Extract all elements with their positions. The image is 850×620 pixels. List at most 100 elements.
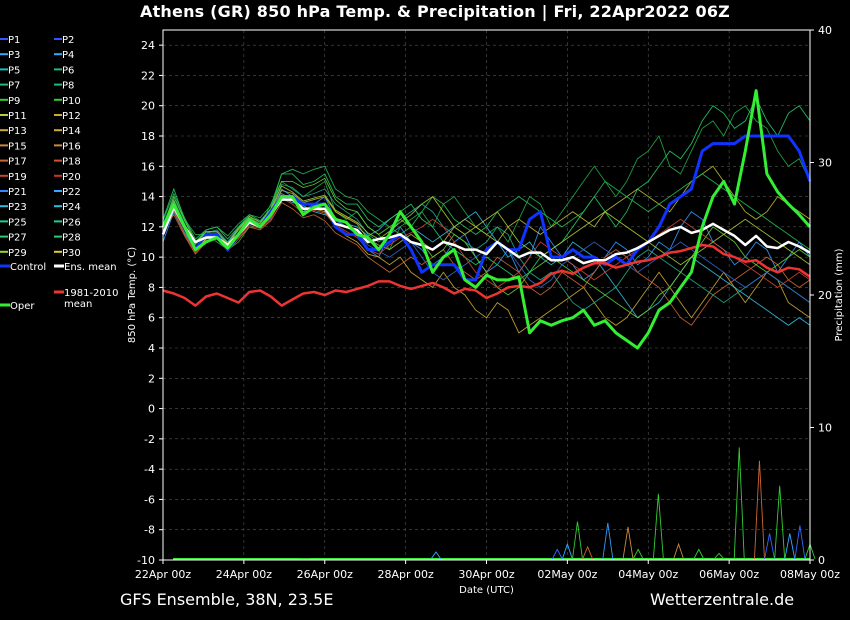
precip-spike [572,521,583,560]
series-line [162,243,811,307]
legend-label: P6 [62,65,74,76]
y2-tick-label: 40 [818,24,832,37]
legend-label: P11 [8,111,27,122]
precip-spike [632,548,644,560]
y-tick-label: 10 [141,251,155,264]
precip-spike [430,551,442,560]
legend-label: P30 [62,248,81,259]
y2-tick-label: 30 [818,157,832,170]
legend-label: P4 [62,50,74,61]
precip-spike [764,533,776,560]
ensemble-member-line [162,165,811,250]
legend-label: P9 [8,96,20,107]
legend-label: P21 [8,187,27,198]
y-tick-label: 6 [148,312,155,325]
y-tick-label: 12 [141,221,155,234]
y-tick-label: 2 [148,372,155,385]
legend-label: P18 [62,157,81,168]
legend-label: 1981-2010 mean [64,288,119,310]
legend-label: P5 [8,65,20,76]
y-tick-label: -6 [144,493,155,506]
y2-tick-label: 0 [818,554,825,567]
precip-spike [754,460,765,560]
y-tick-label: 14 [141,191,155,204]
legend-label: P26 [62,217,81,228]
legend-label: P16 [62,141,81,152]
x-tick-label: 04May 00z [618,568,678,581]
series-line [161,198,811,265]
x-tick-label: 24Apr 00z [216,568,273,581]
legend-label: P29 [8,248,27,259]
legend-label: P23 [8,202,27,213]
precip-spike [713,552,725,560]
y-tick-label: 24 [141,39,155,52]
chart-axes: 242220181614121086420-2-4-6-8-1040302010… [127,24,845,596]
y-tick-label: 8 [148,281,155,294]
legend-label: P10 [62,96,81,107]
y-tick-label: 18 [141,130,155,143]
y-tick-label: 4 [148,342,155,355]
y2-tick-label: 20 [818,289,832,302]
series-line [161,89,812,350]
ensemble-member-line [162,197,811,288]
legend-label: P27 [8,233,27,244]
x-tick-label: 30Apr 00z [458,568,515,581]
legend-label: P25 [8,217,27,228]
page-title: Athens (GR) 850 hPa Temp. & Precipitatio… [140,2,730,21]
legend: P1 P2 P3 P4 P5 P6 P7 P8 P9 P10 P11 P12 P13 P14 P15 P16 P… [0,35,119,312]
precip-spike [774,485,786,560]
y-tick-label: 22 [141,69,155,82]
y-tick-label: -2 [144,433,155,446]
precip-spike [602,522,614,560]
legend-label: Control [10,262,46,273]
x-tick-label: 28Apr 00z [377,568,434,581]
y-tick-label: -8 [144,524,155,537]
main-series-lines [161,89,812,350]
legend-label: P1 [8,35,20,46]
y2-axis-label: Precipitation (mm) [834,248,845,341]
x-tick-label: 08May 00z [780,568,840,581]
legend-label: P24 [62,202,81,213]
precip-spike [784,533,796,560]
legend-label: Oper [10,301,35,312]
legend-label: P3 [8,50,20,61]
x-tick-label: 06May 00z [699,568,759,581]
legend-label: P7 [8,81,20,92]
precip-spike [794,525,806,560]
legend-label: P13 [8,126,27,137]
x-tick-label: 02May 00z [537,568,597,581]
ensemble-member-line [162,192,811,334]
y-tick-label: 16 [141,160,155,173]
precip-spike [693,548,705,560]
precip-spike [582,545,594,560]
ensemble-member-lines [162,97,811,334]
ensemble-member-line [162,165,811,251]
precip-spike [561,542,573,560]
legend-label: P20 [62,172,81,183]
footer-site: Wetterzentrale.de [650,590,795,609]
footer-source: GFS Ensemble, 38N, 23.5E [120,590,334,609]
precip-spike [733,447,745,560]
y-tick-label: 20 [141,100,155,113]
legend-label: P15 [8,141,27,152]
x-tick-label: 26Apr 00z [297,568,354,581]
legend-label: P14 [62,126,81,137]
precip-spike [673,542,685,560]
legend-label: P8 [62,81,74,92]
legend-label: P17 [8,157,27,168]
y-tick-label: -4 [144,463,155,476]
legend-label: P22 [62,187,81,198]
legend-label: P19 [8,172,27,183]
x-tick-label: 22Apr 00z [135,568,192,581]
precip-spike [551,548,563,560]
ensemble-member-line [162,177,811,319]
legend-label: P12 [62,111,81,122]
y-tick-label: -10 [137,554,155,567]
y-axis-label: 850 hPa Temp. (°C) [127,247,138,343]
x-axis-label: Date (UTC) [459,585,514,596]
legend-label: P28 [62,233,81,244]
precip-spike [622,526,634,560]
series-line [161,134,812,282]
legend-label: P2 [62,35,74,46]
